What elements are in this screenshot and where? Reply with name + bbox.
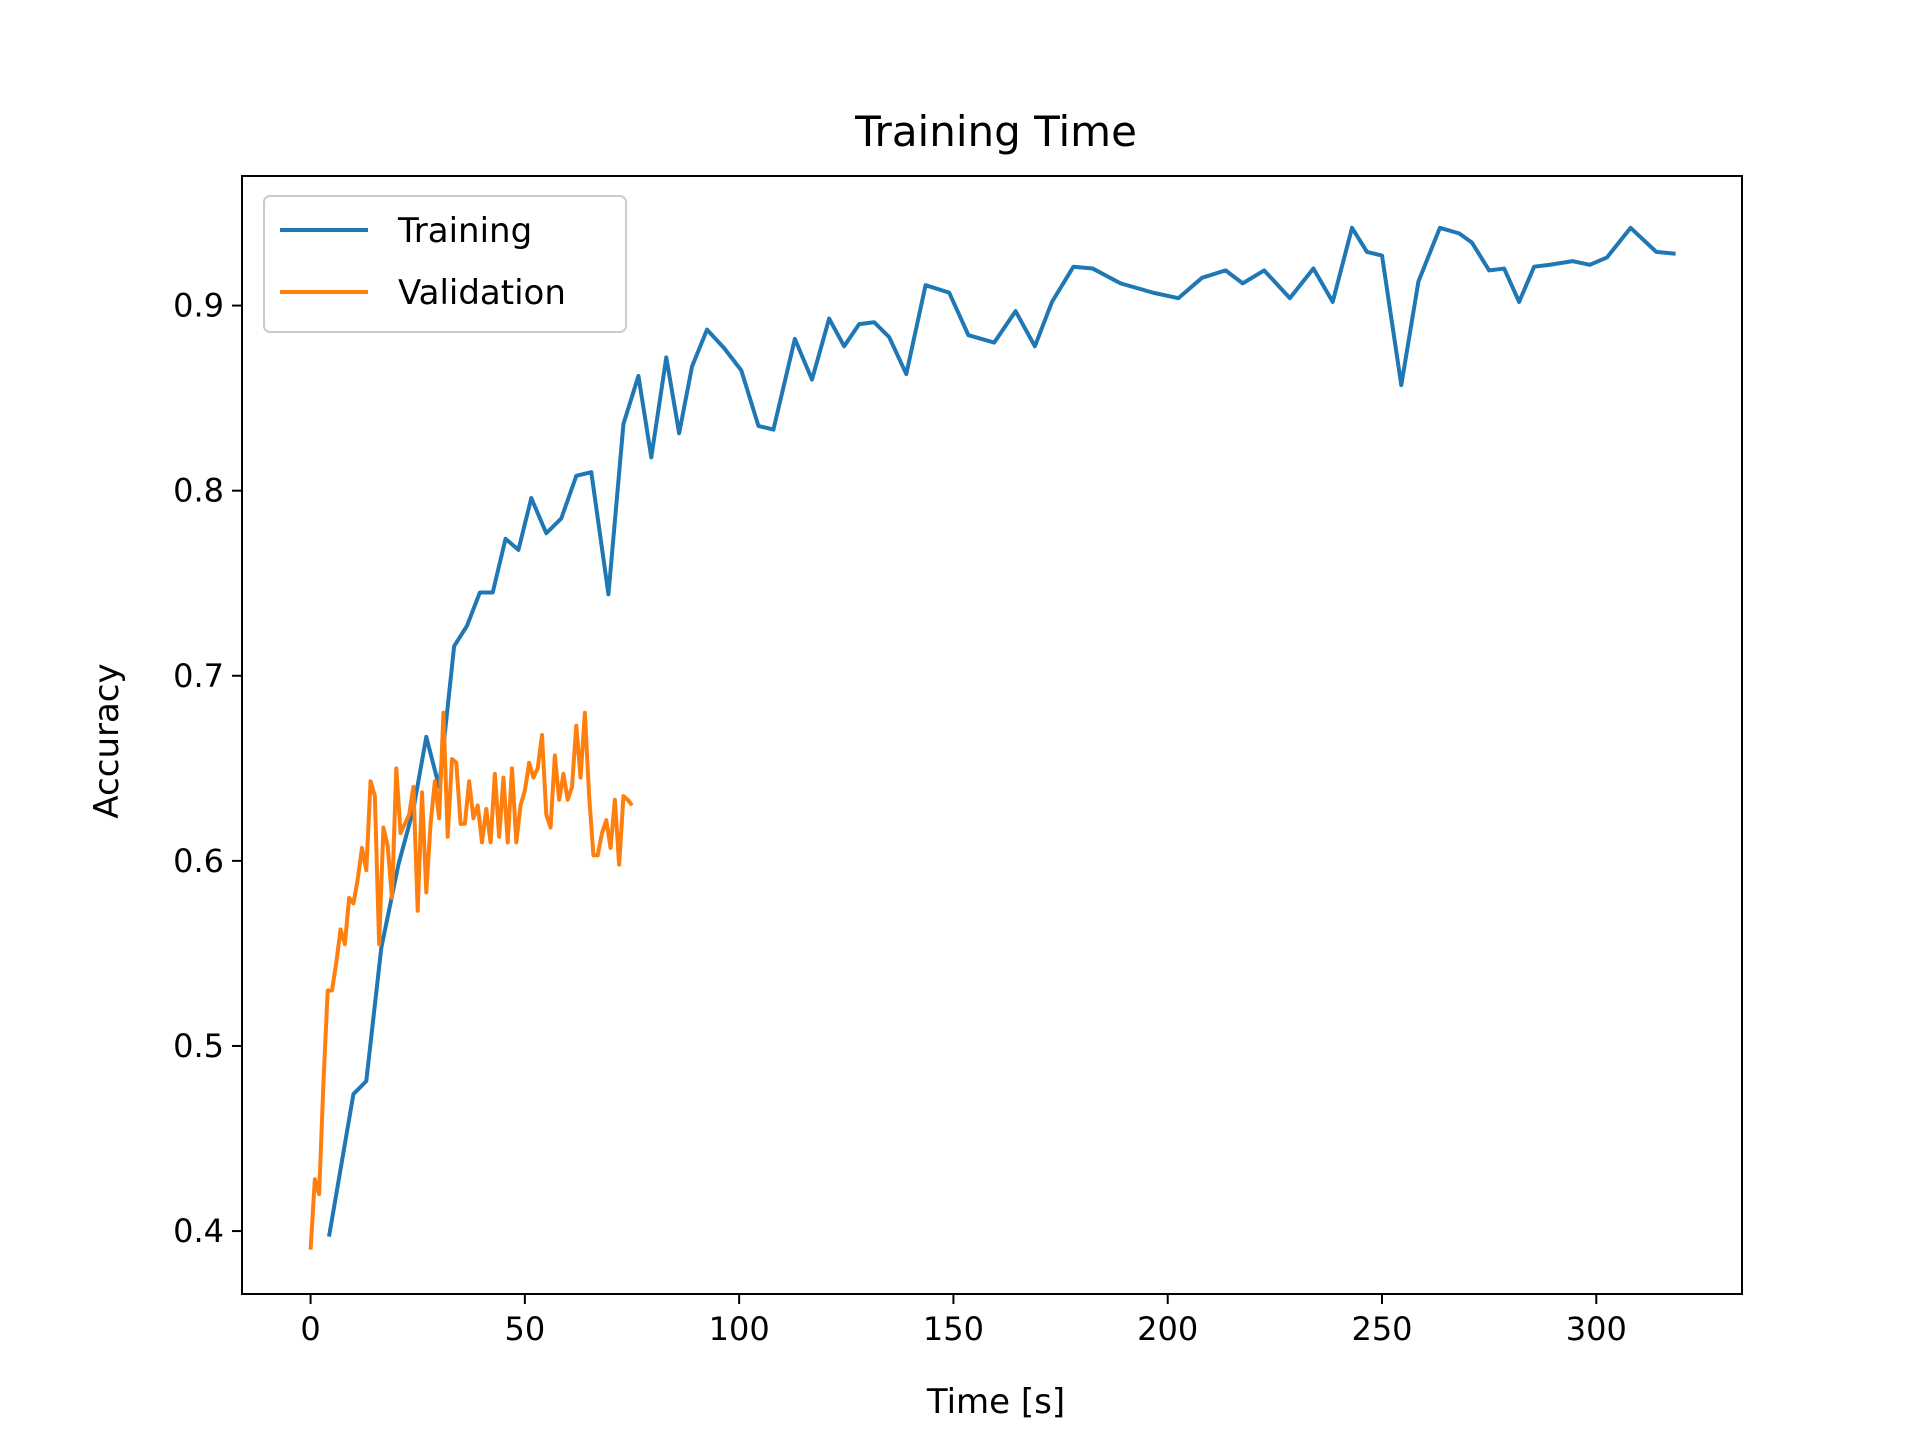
series-line-training bbox=[327, 225, 1676, 1237]
x-tick-label: 50 bbox=[504, 1310, 545, 1348]
y-tick-label: 0.8 bbox=[173, 472, 224, 510]
y-tick-label: 0.7 bbox=[173, 657, 224, 695]
x-tick-label: 300 bbox=[1566, 1310, 1627, 1348]
y-tick-label: 0.5 bbox=[173, 1027, 224, 1065]
y-axis-ticks: 0.4 0.5 0.6 0.7 0.8 0.9 bbox=[173, 287, 242, 1250]
legend: Training Validation bbox=[263, 195, 627, 333]
chart-title: Training Time bbox=[854, 107, 1137, 156]
y-axis-label: Accuracy bbox=[87, 663, 127, 818]
x-axis-label: Time [s] bbox=[926, 1382, 1065, 1422]
series-line-validation bbox=[308, 710, 634, 1250]
x-tick-label: 150 bbox=[923, 1310, 984, 1348]
y-tick-label: 0.6 bbox=[173, 842, 224, 880]
x-tick-label: 250 bbox=[1351, 1310, 1412, 1348]
plot-area bbox=[241, 175, 1743, 1295]
axes-frame bbox=[241, 175, 1743, 1295]
y-tick-label: 0.4 bbox=[173, 1212, 224, 1250]
legend-validation-label: Validation bbox=[398, 273, 566, 313]
x-tick-label: 200 bbox=[1137, 1310, 1198, 1348]
legend-training-label: Training bbox=[397, 211, 532, 251]
y-tick-label: 0.9 bbox=[173, 287, 224, 325]
x-axis-ticks: 0 50 100 150 200 250 300 bbox=[300, 1294, 1627, 1348]
x-tick-label: 100 bbox=[709, 1310, 770, 1348]
x-tick-label: 0 bbox=[300, 1310, 320, 1348]
